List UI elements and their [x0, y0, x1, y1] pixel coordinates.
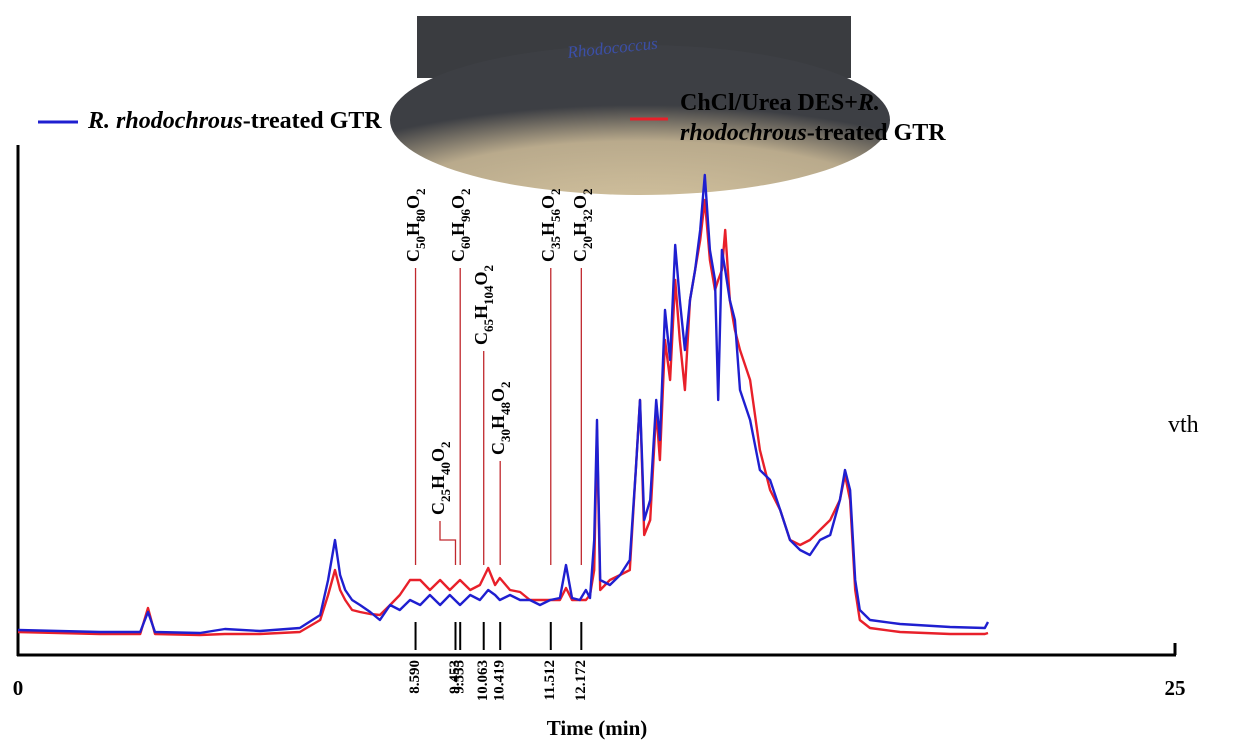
annotation-label: C60H96O2: [448, 188, 473, 262]
retention-label: 11.512: [542, 660, 558, 700]
annotation-label: C50H80O2: [403, 188, 428, 262]
x-tick-label: 25: [1165, 676, 1186, 700]
series-line: [17, 173, 990, 635]
annotation-label: C65H104O2: [471, 265, 496, 345]
side-text: vth: [1168, 412, 1199, 438]
retention-label: 9.555: [452, 660, 468, 694]
x-axis-label: Time (min): [547, 716, 648, 740]
annotation-label: C35H56O2: [538, 188, 563, 262]
legend-swatch: [38, 120, 78, 124]
x-tick-label: 0: [13, 676, 24, 700]
annotation-label: C20H32O2: [570, 188, 595, 262]
retention-label: 8.590: [407, 660, 423, 694]
legend-label: R. rhodochrous-treated GTR: [88, 108, 382, 134]
retention-label: 9.453: [447, 660, 463, 694]
retention-label: 12.172: [573, 660, 589, 701]
retention-label: 10.063: [475, 660, 491, 701]
retention-label: 10.419: [492, 660, 508, 701]
annotation-label: C25H40O2: [428, 441, 453, 515]
annotation-leader: [439, 521, 457, 565]
annotation-label: C30H48O2: [488, 381, 513, 455]
legend-label: ChCl/Urea DES+R. rhodochrous-treated GTR: [680, 90, 946, 146]
legend: R. rhodochrous-treated GTR: [34, 106, 382, 137]
legend-swatch: [630, 117, 668, 121]
